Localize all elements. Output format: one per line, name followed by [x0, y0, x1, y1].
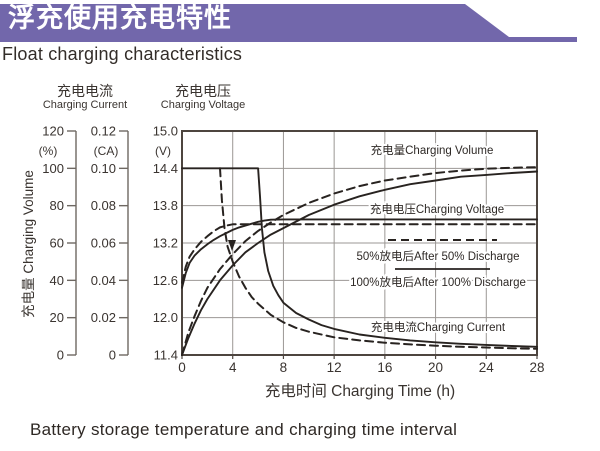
x-tick-label: 24	[479, 360, 495, 375]
voltage-tick-label: 12.6	[153, 273, 178, 288]
voltage-tick-label: 15.0	[153, 124, 178, 139]
current-tick-label: 0.10	[91, 161, 116, 176]
charging-current-after-50-discharge	[219, 167, 538, 350]
x-tick-label: 16	[377, 360, 392, 375]
volume-unit-label: (%)	[39, 144, 58, 158]
charging-voltage-after-50-discharge	[181, 223, 538, 284]
volume-tick-label: 20	[50, 310, 64, 325]
current-tick-label: 0.12	[91, 124, 116, 139]
current-drop-arrow	[228, 240, 236, 251]
charging-volume-after-50-discharge	[181, 166, 538, 356]
voltage-unit-label: (V)	[155, 144, 171, 158]
current-tick-label: 0.08	[91, 198, 116, 213]
x-tick-label: 12	[327, 360, 342, 375]
current-axis-title-cn: 充电电流	[57, 83, 113, 99]
voltage-tick-label: 13.8	[153, 198, 178, 213]
float-charging-chart: 0 4 8 12 16 20 24 28 120 100 80 60 40 20 0 (%) 0.12 0.10 0…	[39, 124, 545, 401]
after-50-discharge-label: 50%放电后After 50% Discharge	[357, 249, 520, 263]
current-tick-label: 0.06	[91, 236, 116, 251]
volume-tick-label: 0	[57, 348, 64, 363]
current-tick-label: 0.04	[91, 273, 116, 288]
volume-tick-label: 80	[50, 198, 64, 213]
voltage-tick-label: 11.4	[154, 348, 178, 363]
current-tick-label: 0	[109, 348, 116, 363]
voltage-axis-title-en: Charging Voltage	[160, 99, 246, 111]
volume-tick-label: 40	[50, 273, 64, 288]
charging-voltage-after-100-discharge	[181, 218, 538, 289]
voltage-axis-title-cn: 充电电压	[175, 83, 231, 99]
page-subtitle: Float charging characteristics	[2, 44, 243, 64]
current-tick-label: 0.02	[91, 310, 116, 325]
charging-current-label: 充电电流Charging Current	[371, 320, 506, 334]
charging-volume-after-100-discharge	[181, 170, 538, 356]
charging-voltage-label: 充电电压Charging Voltage	[370, 202, 504, 216]
charging-current-after-100-discharge	[181, 167, 538, 348]
x-tick-label: 0	[178, 360, 186, 375]
volume-tick-label: 120	[42, 124, 64, 139]
x-tick-label: 28	[529, 360, 544, 375]
current-unit-label: (CA)	[94, 144, 119, 158]
page-title-cn: 浮充使用充电特性	[8, 3, 232, 33]
voltage-tick-label: 13.2	[153, 236, 178, 251]
charging-volume-label: 充电量Charging Volume	[371, 143, 494, 157]
current-axis-title-en: Charging Current	[42, 99, 128, 111]
voltage-axis-header: 充电电压 Charging Voltage	[140, 83, 266, 112]
volume-tick-label: 60	[50, 236, 64, 251]
x-axis-title: 充电时间 Charging Time (h)	[265, 382, 455, 400]
x-tick-label: 8	[280, 360, 288, 375]
voltage-tick-label: 14.4	[153, 161, 178, 176]
plot-frame	[181, 130, 538, 356]
x-tick-label: 4	[229, 360, 237, 375]
volume-tick-label: 100	[42, 161, 64, 176]
bottom-caption: Battery storage temperature and charging…	[30, 420, 458, 439]
current-axis-header: 充电电流 Charging Current	[30, 83, 140, 112]
x-tick-label: 20	[428, 360, 443, 375]
after-100-discharge-label: 100%放电后After 100% Discharge	[350, 275, 526, 289]
voltage-tick-label: 12.0	[153, 310, 178, 325]
